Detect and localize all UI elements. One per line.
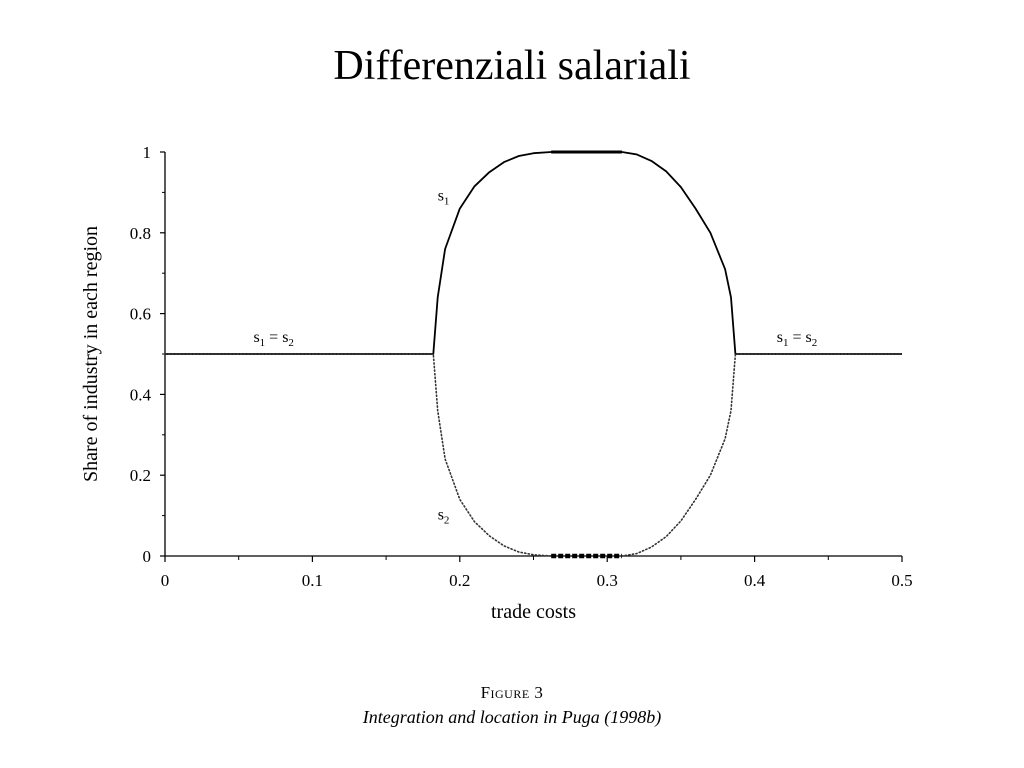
series-annotation: s2 [438,507,450,527]
x-axis-title: trade costs [491,601,576,623]
series-annotation: s1 = s2 [253,329,293,349]
x-tick-label: 0.4 [744,571,766,590]
figure-title: Integration and location in Puga (1998b) [362,707,662,727]
x-tick-label: 0.3 [597,571,618,590]
x-tick-label: 0 [161,571,170,590]
x-tick-label: 0.5 [891,571,912,590]
y-tick-label: 1 [143,143,152,162]
figure-label: Figure 3 [480,683,544,702]
slide-title: Differenziali salariali [333,43,691,89]
x-tick-label: 0.2 [449,571,470,590]
y-tick-label: 0.8 [130,224,151,243]
series-annotation: s1 [438,187,450,207]
series-s2-line [164,353,903,557]
y-tick-label: 0.4 [130,385,152,404]
series-s1-line [165,151,902,355]
y-tick-label: 0 [143,547,152,566]
chart: 0 0.2 0.4 0.6 0.8 1 0 0.1 0.2 0.3 0.4 0.5 trade cost… [80,143,913,623]
y-tick-label: 0.6 [130,305,151,324]
x-tick-label: 0.1 [302,571,323,590]
y-axis-title: Share of industry in each region [80,226,102,482]
y-tick-label: 0.2 [130,466,151,485]
series-annotation: s1 = s2 [777,329,817,349]
